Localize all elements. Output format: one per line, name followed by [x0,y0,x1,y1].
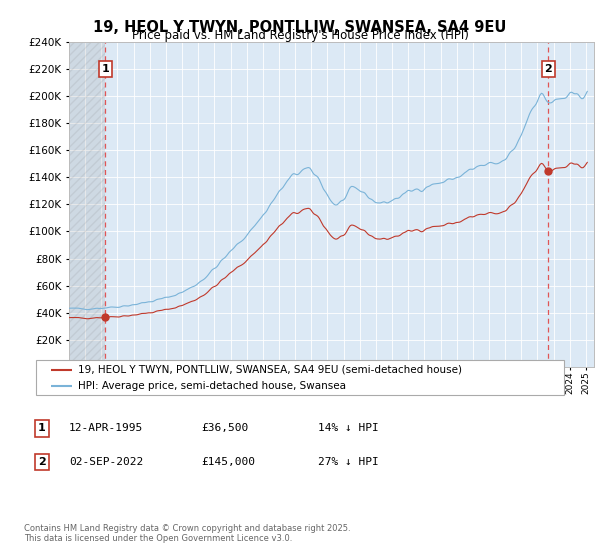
Text: 12-APR-1995: 12-APR-1995 [69,423,143,433]
Text: 19, HEOL Y TWYN, PONTLLIW, SWANSEA, SA4 9EU: 19, HEOL Y TWYN, PONTLLIW, SWANSEA, SA4 … [94,20,506,35]
Text: £36,500: £36,500 [201,423,248,433]
Text: 02-SEP-2022: 02-SEP-2022 [69,457,143,467]
Text: 2: 2 [544,64,552,74]
Bar [69,42,106,367]
Text: £145,000: £145,000 [201,457,255,467]
Text: 1: 1 [101,64,109,74]
Text: 1: 1 [38,423,46,433]
Text: Contains HM Land Registry data © Crown copyright and database right 2025.
This d: Contains HM Land Registry data © Crown c… [24,524,350,543]
Text: Price paid vs. HM Land Registry's House Price Index (HPI): Price paid vs. HM Land Registry's House … [131,29,469,42]
Text: 19, HEOL Y TWYN, PONTLLIW, SWANSEA, SA4 9EU (semi-detached house): 19, HEOL Y TWYN, PONTLLIW, SWANSEA, SA4 … [78,365,462,375]
Text: HPI: Average price, semi-detached house, Swansea: HPI: Average price, semi-detached house,… [78,381,346,391]
Text: 27% ↓ HPI: 27% ↓ HPI [318,457,379,467]
Text: 2: 2 [38,457,46,467]
Text: 14% ↓ HPI: 14% ↓ HPI [318,423,379,433]
